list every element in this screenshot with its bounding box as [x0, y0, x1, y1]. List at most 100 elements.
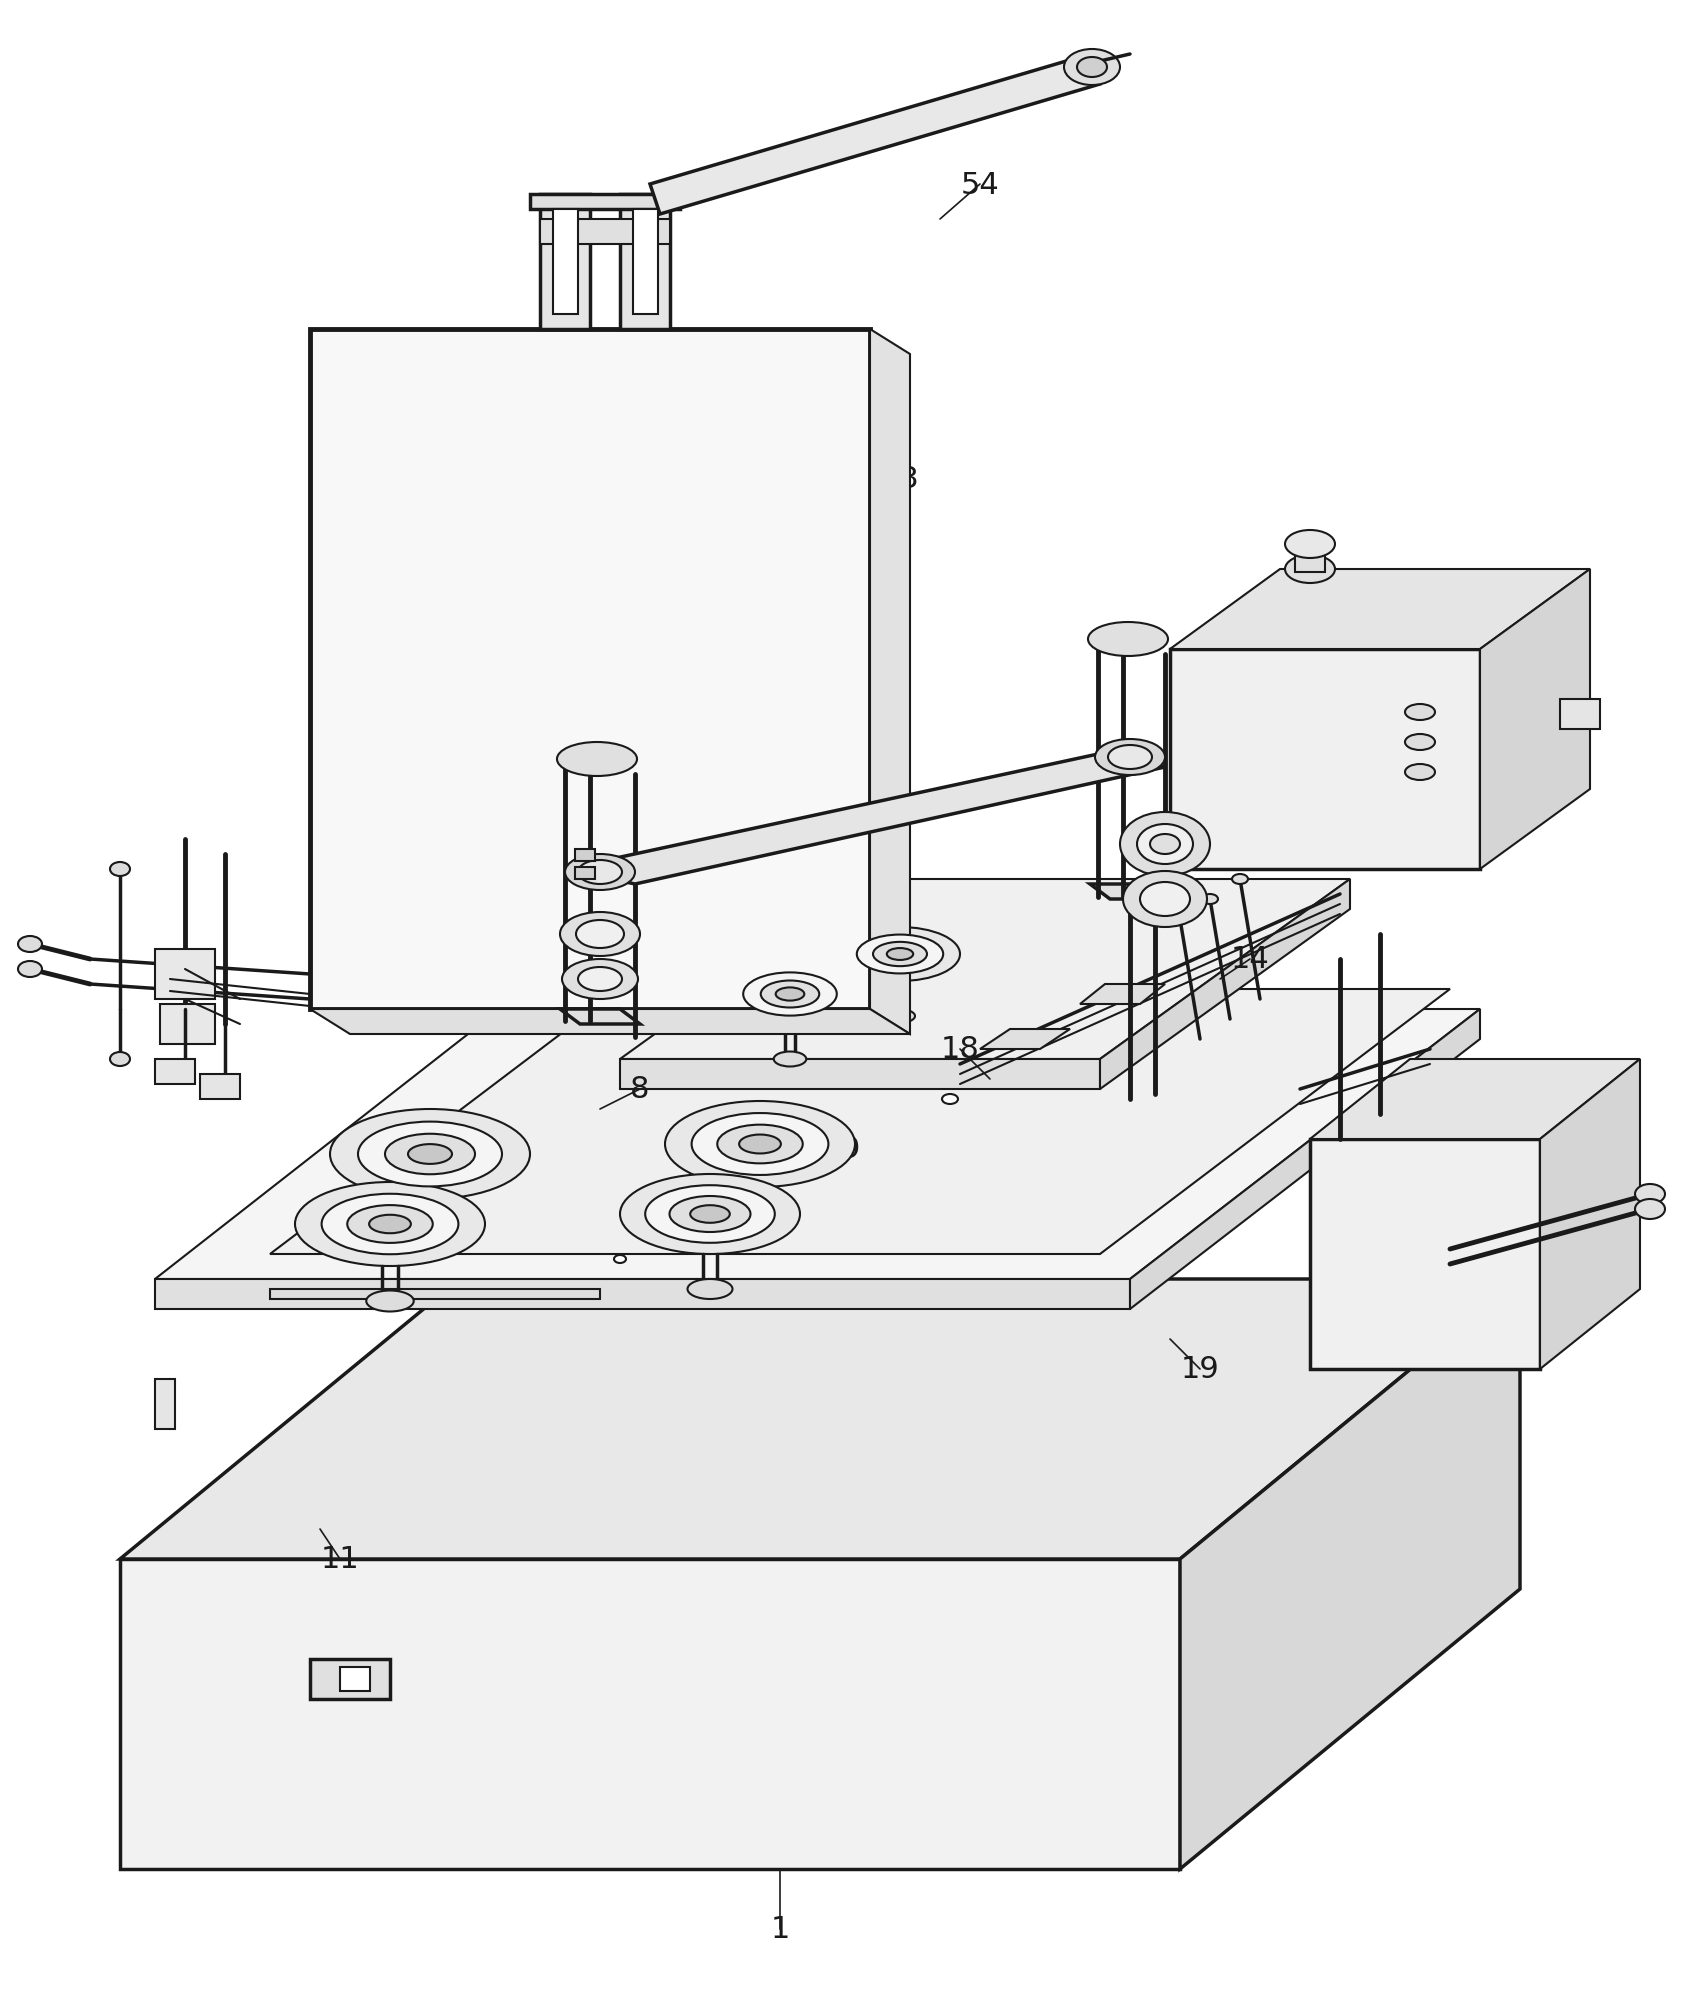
- Ellipse shape: [357, 1122, 502, 1187]
- Text: 53: 53: [880, 465, 919, 493]
- Ellipse shape: [725, 965, 855, 1024]
- Ellipse shape: [760, 981, 819, 1008]
- Polygon shape: [620, 1060, 1099, 1090]
- Polygon shape: [560, 1010, 641, 1024]
- Polygon shape: [1200, 770, 1350, 784]
- Polygon shape: [120, 1559, 1180, 1870]
- Ellipse shape: [1404, 764, 1435, 780]
- Polygon shape: [1081, 985, 1165, 1004]
- Ellipse shape: [873, 943, 927, 967]
- Ellipse shape: [646, 1185, 776, 1243]
- Polygon shape: [1130, 1010, 1480, 1309]
- Polygon shape: [1480, 700, 1590, 800]
- Polygon shape: [1170, 569, 1590, 650]
- Ellipse shape: [887, 949, 914, 961]
- Polygon shape: [540, 195, 590, 330]
- Ellipse shape: [577, 921, 624, 949]
- Polygon shape: [1480, 569, 1590, 869]
- Ellipse shape: [691, 1114, 828, 1175]
- Bar: [575, 849, 595, 861]
- Ellipse shape: [322, 1193, 459, 1255]
- Polygon shape: [270, 989, 1450, 1255]
- Polygon shape: [155, 1378, 175, 1430]
- Polygon shape: [1310, 1060, 1640, 1140]
- Polygon shape: [870, 330, 910, 1034]
- Ellipse shape: [840, 927, 959, 981]
- Ellipse shape: [1123, 871, 1207, 927]
- Ellipse shape: [744, 973, 836, 1016]
- Ellipse shape: [1120, 814, 1211, 877]
- Polygon shape: [270, 1289, 600, 1299]
- Ellipse shape: [1064, 50, 1120, 86]
- Text: 54: 54: [961, 171, 1000, 199]
- Ellipse shape: [347, 1205, 433, 1243]
- Ellipse shape: [19, 961, 42, 977]
- Polygon shape: [980, 1030, 1071, 1050]
- Text: 14: 14: [600, 855, 639, 883]
- Polygon shape: [310, 330, 870, 1010]
- Ellipse shape: [19, 937, 42, 953]
- Ellipse shape: [1140, 883, 1190, 917]
- Ellipse shape: [1202, 895, 1217, 905]
- Ellipse shape: [408, 1144, 452, 1164]
- Ellipse shape: [556, 742, 637, 776]
- Polygon shape: [651, 56, 1099, 215]
- Bar: [155, 1060, 196, 1084]
- Polygon shape: [540, 221, 669, 245]
- Ellipse shape: [565, 855, 636, 891]
- Ellipse shape: [405, 1223, 455, 1245]
- Ellipse shape: [738, 1136, 781, 1154]
- Polygon shape: [620, 195, 669, 330]
- Ellipse shape: [1285, 531, 1335, 559]
- Ellipse shape: [452, 1215, 469, 1225]
- Text: 19: 19: [1180, 1355, 1219, 1384]
- Polygon shape: [1200, 710, 1350, 724]
- Ellipse shape: [1172, 915, 1189, 925]
- Polygon shape: [1200, 740, 1350, 754]
- Ellipse shape: [1404, 704, 1435, 720]
- Polygon shape: [155, 1010, 1480, 1279]
- Ellipse shape: [366, 1291, 413, 1313]
- Polygon shape: [1170, 650, 1480, 869]
- Polygon shape: [620, 879, 1350, 1060]
- Ellipse shape: [1077, 58, 1108, 78]
- Ellipse shape: [369, 1215, 411, 1233]
- Ellipse shape: [1285, 555, 1335, 583]
- Ellipse shape: [856, 935, 942, 975]
- Polygon shape: [1099, 879, 1350, 1090]
- Ellipse shape: [1087, 623, 1168, 656]
- Polygon shape: [529, 195, 679, 211]
- Bar: [201, 1074, 239, 1100]
- Bar: [160, 1004, 216, 1044]
- Polygon shape: [155, 1279, 1130, 1309]
- Ellipse shape: [1404, 734, 1435, 750]
- Ellipse shape: [664, 1102, 855, 1187]
- Bar: [1295, 545, 1325, 573]
- Polygon shape: [632, 211, 658, 314]
- Ellipse shape: [942, 1094, 958, 1104]
- Ellipse shape: [330, 1110, 529, 1199]
- Ellipse shape: [688, 1279, 732, 1299]
- Ellipse shape: [614, 1255, 626, 1263]
- Ellipse shape: [690, 1205, 730, 1223]
- Polygon shape: [565, 754, 1165, 885]
- Ellipse shape: [295, 1181, 486, 1267]
- Polygon shape: [310, 1659, 389, 1699]
- Polygon shape: [1310, 1140, 1539, 1368]
- Ellipse shape: [774, 1052, 806, 1066]
- Text: 9: 9: [840, 1136, 860, 1164]
- Ellipse shape: [1635, 1183, 1666, 1205]
- Bar: [155, 949, 216, 1000]
- Polygon shape: [1539, 1060, 1640, 1368]
- Polygon shape: [1180, 1279, 1521, 1870]
- Text: 1: 1: [771, 1915, 789, 1943]
- Ellipse shape: [1136, 825, 1194, 865]
- Polygon shape: [1091, 885, 1175, 899]
- Ellipse shape: [737, 1211, 784, 1233]
- Bar: [1560, 700, 1600, 730]
- Polygon shape: [553, 211, 578, 314]
- Ellipse shape: [384, 1134, 475, 1175]
- Ellipse shape: [669, 1197, 750, 1233]
- Polygon shape: [120, 1279, 1521, 1559]
- Text: 8: 8: [631, 1074, 649, 1104]
